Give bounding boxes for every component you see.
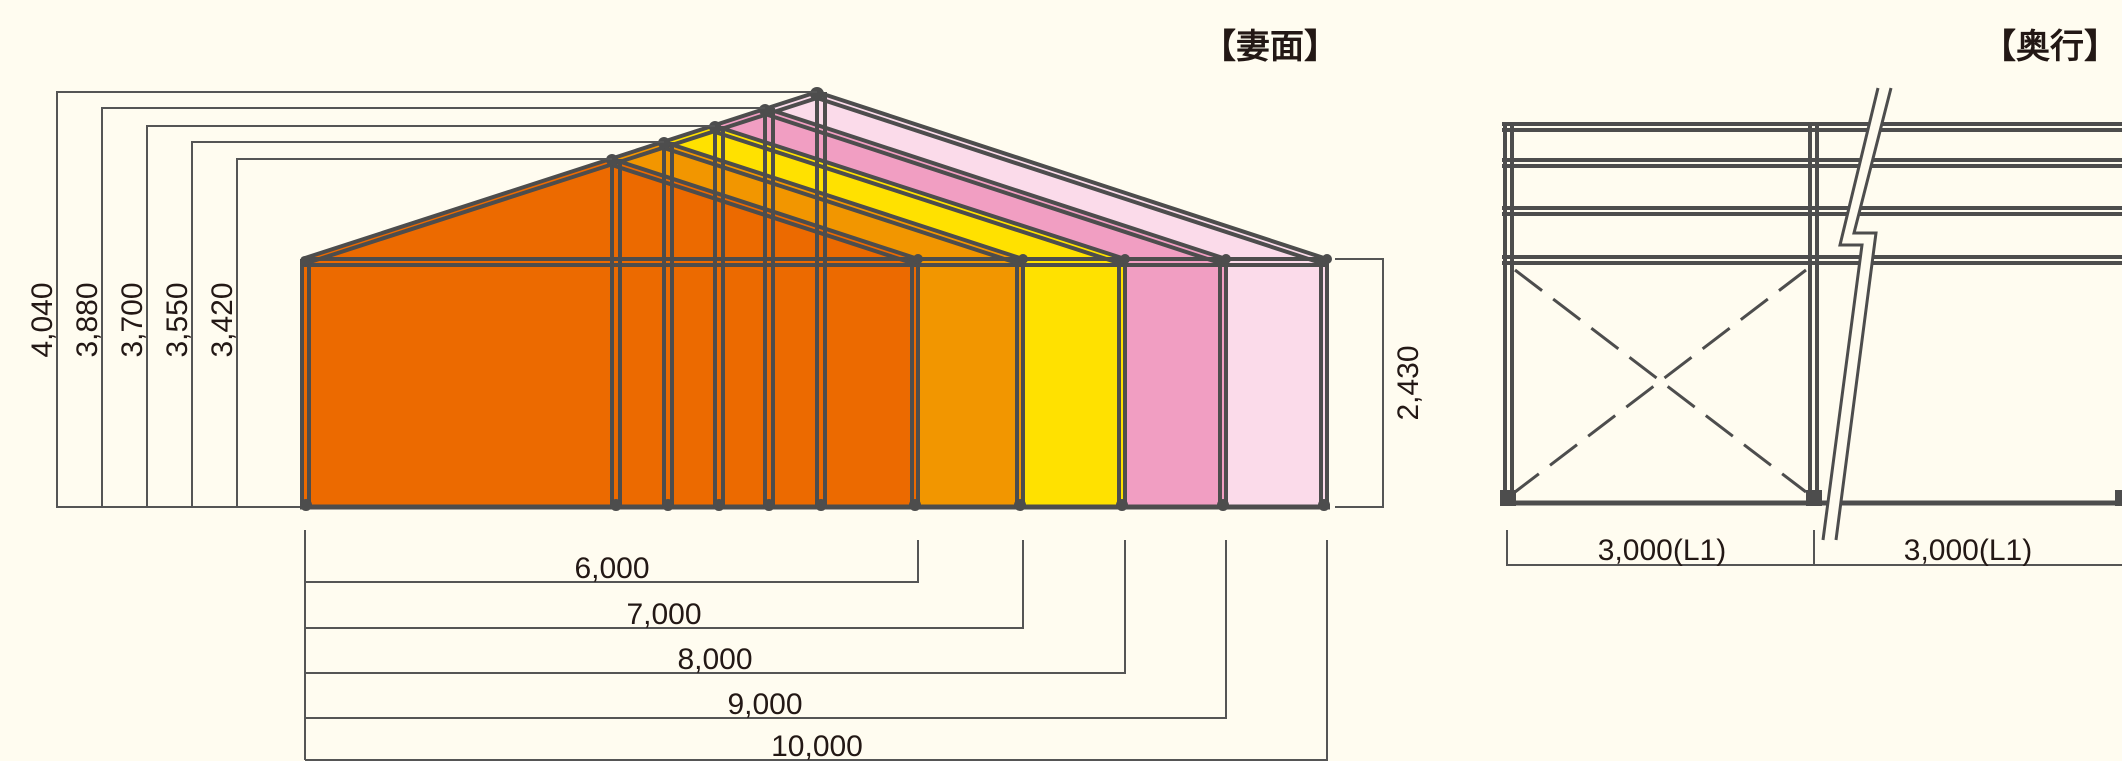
height-label-3420: 3,420 (206, 282, 239, 357)
depth-frame (1502, 122, 2122, 506)
bay-label-2: 3,000(L1) (1904, 534, 2032, 567)
width-labels: 6,000 7,000 8,000 9,000 10,000 (574, 552, 862, 761)
height-labels: 4,040 3,880 3,700 3,550 3,420 2,430 (26, 282, 1425, 420)
height-dimensions (56, 91, 1384, 508)
depth-view: 3,000(L1) 3,000(L1) 【奥行】 (1500, 28, 2122, 567)
width-label-6000: 6,000 (574, 552, 649, 585)
gable-view-title: 【妻面】 (1202, 28, 1338, 66)
break-mark (1821, 87, 1893, 541)
tent-panels (302, 92, 1327, 507)
height-label-3880: 3,880 (71, 282, 104, 357)
bay-label-1: 3,000(L1) (1598, 534, 1726, 567)
cross-brace (1514, 268, 1807, 494)
bay-dimensions (1506, 530, 2122, 566)
width-label-8000: 8,000 (677, 643, 752, 676)
gable-view: 4,040 3,880 3,700 3,550 3,420 2,430 6,00… (26, 28, 1425, 761)
width-label-10000: 10,000 (771, 730, 863, 761)
eave-height-label: 2,430 (1392, 345, 1425, 420)
height-label-4040: 4,040 (26, 282, 59, 357)
width-label-7000: 7,000 (626, 598, 701, 631)
depth-view-title: 【奥行】 (1982, 28, 2118, 66)
frame-joints (300, 87, 1332, 511)
width-label-9000: 9,000 (727, 688, 802, 721)
tent-frame (300, 90, 1330, 510)
depth-base-plates (1500, 490, 2122, 506)
height-label-3550: 3,550 (161, 282, 194, 357)
width-dimensions (304, 530, 1328, 761)
height-label-3700: 3,700 (116, 282, 149, 357)
